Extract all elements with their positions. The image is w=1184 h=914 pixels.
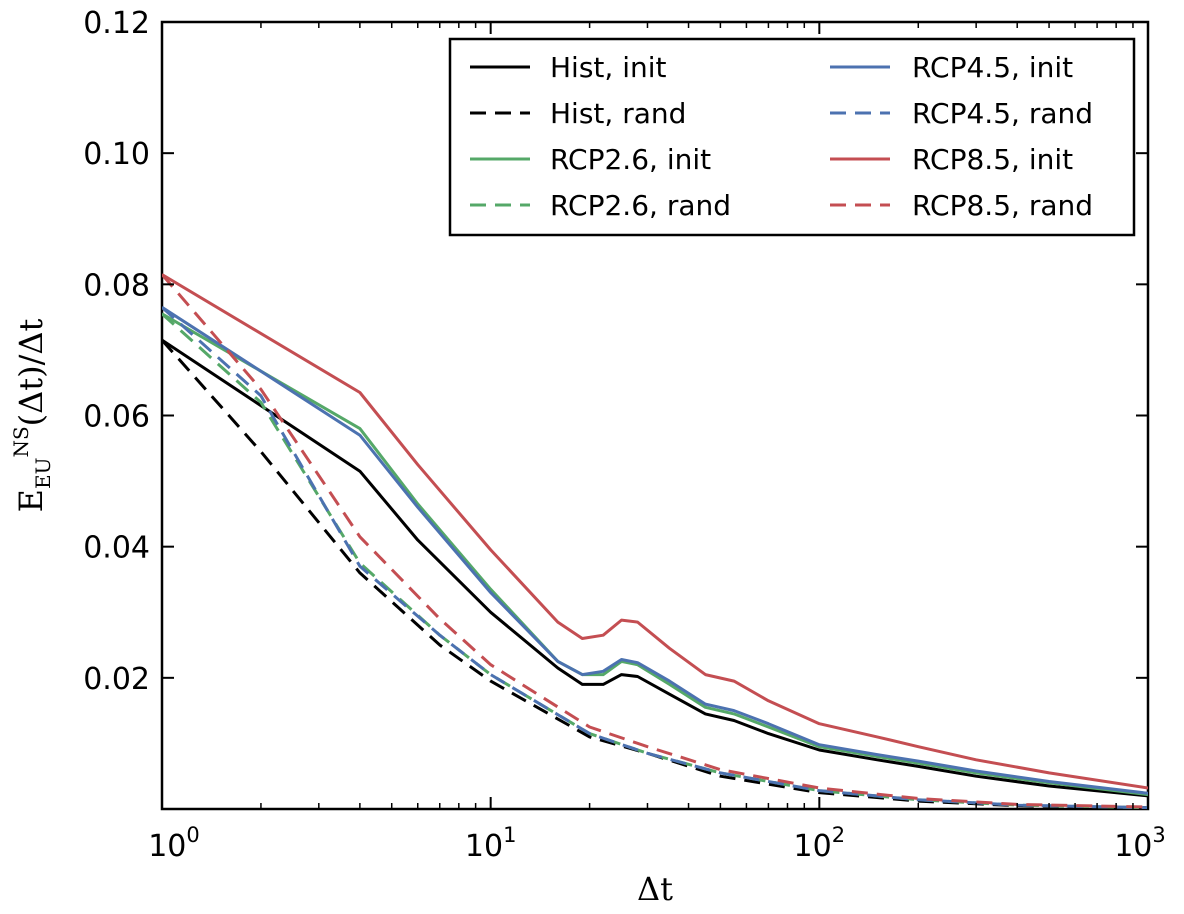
series-layer [162,273,1148,809]
series-line-0 [162,338,1148,798]
y-tick-labels: 0.02 0.04 0.06 0.08 0.10 0.12 [83,6,150,697]
y-axis-label-subscript: EU [31,458,55,489]
x-tick-label: 101 [465,823,517,864]
legend-label: Hist, rand [550,97,686,130]
legend-label: RCP8.5, init [912,143,1073,176]
y-tick-label: 0.12 [83,6,150,41]
y-tick-label: 0.04 [83,531,150,566]
x-tick-label: 102 [794,823,846,864]
y-axis-label: EEUNS(Δt)/Δt [9,319,55,513]
y-axis-label-base: E [12,489,50,512]
legend-box [448,37,1136,237]
x-tick-labels: 100 101 102 103 [148,823,1166,864]
legend-label: RCP4.5, rand [912,97,1093,130]
y-axis-label-superscript: NS [9,426,33,457]
plot-area [160,20,1150,811]
legend-label: RCP2.6, init [550,143,711,176]
series-line-1 [162,339,1148,809]
series-line-7 [162,273,1148,809]
legend-label: RCP8.5, rand [912,189,1093,222]
y-tick-label: 0.08 [83,268,150,303]
legend-label: RCP2.6, rand [550,189,731,222]
ticks-layer [161,21,1149,809]
x-axis-label: Δt [637,870,673,908]
series-line-5 [162,306,1148,809]
series-line-3 [162,312,1148,809]
y-tick-label: 0.02 [83,662,150,697]
y-tick-label: 0.10 [83,137,150,172]
series-line-4 [162,306,1148,795]
x-tick-label: 100 [148,823,200,864]
y-axis-label-rest: (Δt)/Δt [12,319,50,427]
legend-label: RCP4.5, init [912,51,1073,84]
y-tick-label: 0.06 [83,400,150,435]
x-tick-label: 103 [1114,823,1166,864]
series-line-2 [162,312,1148,797]
legend: Hist, init Hist, rand RCP2.6, init RCP2.6, … [448,37,1136,237]
series-line-6 [162,273,1148,790]
legend-label: Hist, init [550,51,667,84]
